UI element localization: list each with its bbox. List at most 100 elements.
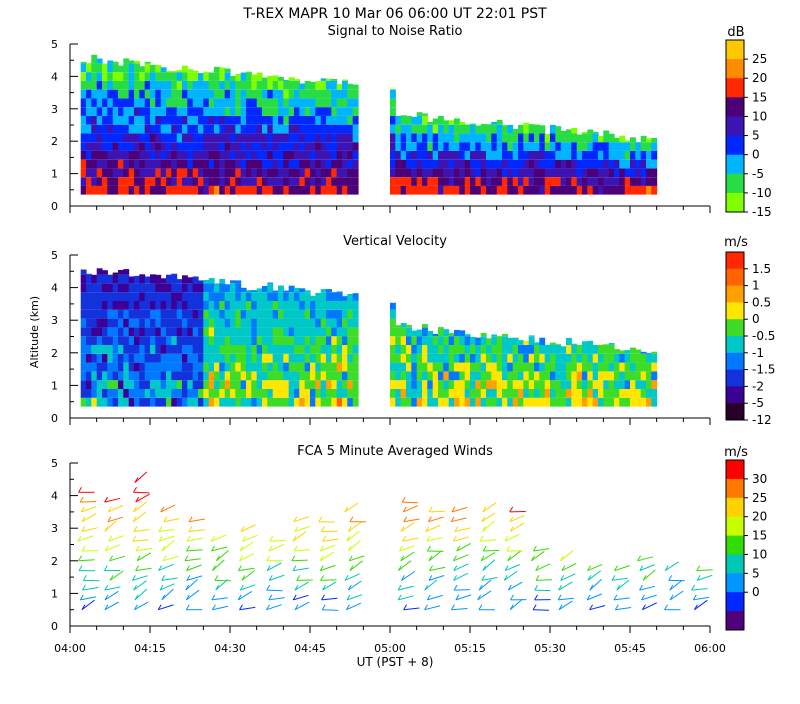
data-cell [502, 334, 508, 336]
wind-barb [531, 551, 544, 561]
data-cell [150, 310, 156, 319]
data-cell [134, 371, 140, 380]
data-cell [299, 292, 305, 301]
data-cell [310, 389, 316, 398]
data-cell [342, 296, 348, 301]
data-cell [486, 354, 492, 363]
data-cell [486, 398, 492, 407]
data-cell [273, 142, 279, 151]
data-cell [443, 363, 449, 372]
data-cell [401, 327, 407, 336]
data-cell [86, 336, 92, 345]
data-cell [459, 168, 465, 177]
wind-barb [350, 561, 363, 571]
data-cell [401, 142, 407, 151]
data-cell [198, 133, 204, 142]
data-cell [225, 72, 231, 81]
data-cell [459, 186, 465, 195]
data-cell [251, 151, 257, 160]
data-cell [246, 292, 252, 301]
wind-barb [293, 568, 309, 571]
data-cell [555, 160, 561, 169]
data-cell [134, 81, 140, 90]
data-cell [321, 310, 327, 319]
colorbar-swatch [726, 573, 744, 592]
data-cell [491, 336, 497, 345]
data-cell [294, 398, 300, 407]
data-cell [139, 363, 145, 372]
data-cell [235, 116, 241, 125]
data-cell [267, 125, 273, 134]
data-cell [97, 283, 103, 292]
data-cell [347, 336, 353, 345]
data-cell [246, 319, 252, 328]
wind-barb [482, 578, 498, 581]
data-cell [481, 398, 487, 407]
data-cell [193, 151, 199, 160]
data-cell [118, 345, 124, 354]
data-cell [230, 327, 236, 336]
data-cell [203, 98, 209, 107]
data-cell [198, 186, 204, 195]
data-cell [454, 160, 460, 169]
data-cell [326, 363, 332, 372]
colorbar-swatch [726, 116, 744, 136]
data-cell [251, 160, 257, 169]
data-cell [145, 301, 151, 310]
data-cell [555, 398, 561, 407]
data-cell [241, 142, 247, 151]
data-cell [609, 151, 615, 160]
data-cell [209, 301, 215, 310]
data-cell [353, 319, 359, 328]
data-cell [507, 133, 513, 142]
data-cell [401, 336, 407, 345]
data-cell [214, 371, 220, 380]
data-cell [529, 151, 535, 160]
data-cell [198, 125, 204, 134]
data-cell [443, 329, 449, 336]
data-cell [443, 186, 449, 195]
data-cell [139, 107, 145, 116]
data-cell [214, 363, 220, 372]
data-cell [171, 168, 177, 177]
data-cell [171, 398, 177, 407]
data-cell [182, 66, 188, 73]
data-cell [454, 125, 460, 134]
data-cell [145, 177, 151, 186]
data-cell [203, 371, 209, 380]
data-cell [321, 78, 327, 81]
data-cell [299, 98, 305, 107]
colorbar-swatch [726, 370, 744, 387]
data-cell [417, 133, 423, 142]
data-cell [230, 310, 236, 319]
data-cell [326, 371, 332, 380]
data-cell [305, 81, 311, 90]
data-cell [219, 90, 225, 99]
data-cell [241, 133, 247, 142]
data-cell [123, 345, 129, 354]
data-cell [550, 177, 556, 186]
data-cell [326, 186, 332, 195]
data-cell [427, 151, 433, 160]
data-cell [171, 274, 177, 275]
data-cell [337, 354, 343, 363]
wind-barb [320, 552, 334, 561]
data-cell [347, 84, 353, 90]
data-cell [353, 125, 359, 134]
data-cell [305, 310, 311, 319]
data-cell [609, 380, 615, 389]
data-cell [283, 310, 289, 319]
data-cell [187, 125, 193, 134]
data-cell [91, 98, 97, 107]
data-cell [97, 380, 103, 389]
data-cell [230, 283, 236, 292]
data-cell [193, 142, 199, 151]
data-cell [593, 142, 599, 151]
data-cell [214, 327, 220, 336]
data-cell [518, 142, 524, 151]
data-cell [283, 133, 289, 142]
data-cell [497, 125, 503, 134]
data-cell [182, 301, 188, 310]
data-cell [129, 186, 135, 195]
